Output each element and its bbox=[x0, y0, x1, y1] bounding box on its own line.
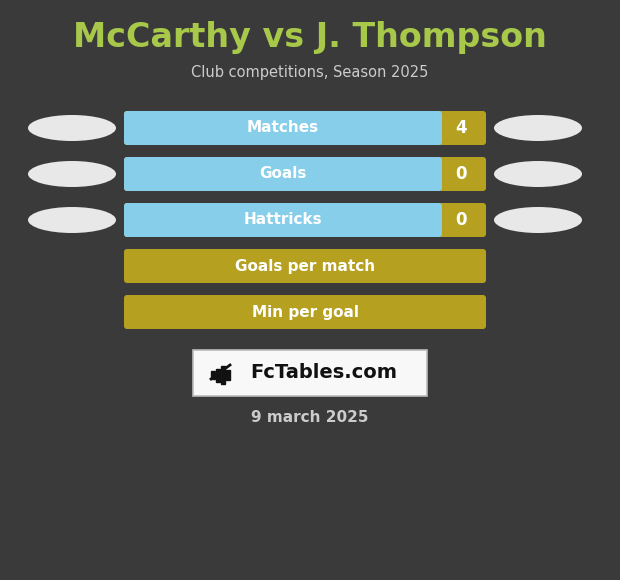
Text: Goals: Goals bbox=[259, 166, 307, 182]
Text: McCarthy vs J. Thompson: McCarthy vs J. Thompson bbox=[73, 21, 547, 55]
FancyBboxPatch shape bbox=[124, 157, 442, 191]
Text: 0: 0 bbox=[455, 211, 467, 229]
Text: Goals per match: Goals per match bbox=[235, 259, 375, 274]
Text: 9 march 2025: 9 march 2025 bbox=[251, 411, 369, 426]
Ellipse shape bbox=[28, 207, 116, 233]
Ellipse shape bbox=[494, 115, 582, 141]
Ellipse shape bbox=[494, 207, 582, 233]
Bar bbox=[221, 366, 225, 384]
Bar bbox=[211, 371, 215, 379]
FancyBboxPatch shape bbox=[124, 203, 486, 237]
Ellipse shape bbox=[28, 115, 116, 141]
FancyBboxPatch shape bbox=[124, 157, 486, 191]
Bar bbox=[226, 370, 230, 380]
Ellipse shape bbox=[494, 161, 582, 187]
Text: Hattricks: Hattricks bbox=[244, 212, 322, 227]
FancyBboxPatch shape bbox=[124, 295, 486, 329]
FancyBboxPatch shape bbox=[124, 111, 442, 145]
FancyBboxPatch shape bbox=[124, 249, 486, 283]
Text: 0: 0 bbox=[455, 165, 467, 183]
Text: FcTables.com: FcTables.com bbox=[250, 364, 397, 382]
Text: Min per goal: Min per goal bbox=[252, 304, 358, 320]
Ellipse shape bbox=[28, 161, 116, 187]
FancyBboxPatch shape bbox=[124, 203, 442, 237]
Text: Club competitions, Season 2025: Club competitions, Season 2025 bbox=[192, 64, 428, 79]
FancyBboxPatch shape bbox=[193, 350, 427, 396]
Text: Matches: Matches bbox=[247, 121, 319, 136]
Text: 4: 4 bbox=[455, 119, 467, 137]
FancyBboxPatch shape bbox=[124, 111, 486, 145]
Bar bbox=[216, 368, 220, 382]
